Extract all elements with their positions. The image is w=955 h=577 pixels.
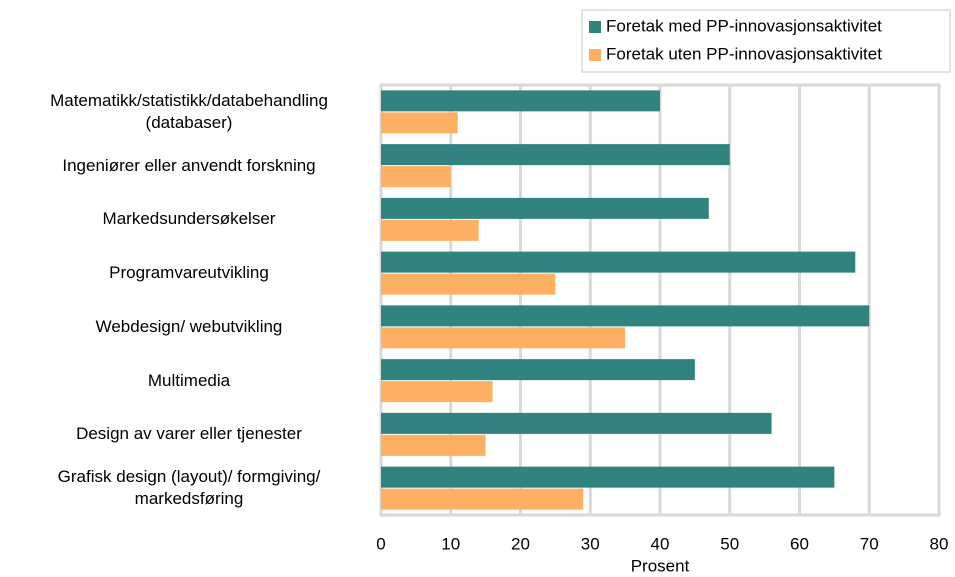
y-tick-label: Programvareutvikling bbox=[109, 263, 269, 283]
y-tick-label: Multimedia bbox=[147, 370, 231, 390]
bar bbox=[381, 327, 626, 349]
bar bbox=[381, 144, 730, 166]
bar bbox=[381, 166, 451, 188]
y-tick-label: Grafisk design (layout)/ formgiving/ mar… bbox=[57, 467, 321, 509]
legend-swatch bbox=[589, 49, 601, 61]
x-tick-label: 30 bbox=[581, 534, 600, 553]
x-tick-label: 10 bbox=[441, 534, 460, 553]
y-tick-label: Design av varer eller tjenester bbox=[76, 424, 302, 444]
legend-box bbox=[581, 9, 951, 73]
x-tick-label: 80 bbox=[930, 534, 949, 553]
bar bbox=[381, 197, 709, 219]
y-tick-label: Webdesign/ webutvikling bbox=[95, 316, 283, 336]
bar bbox=[381, 466, 835, 488]
bar bbox=[381, 488, 584, 510]
bar bbox=[381, 112, 458, 134]
x-tick-label: 50 bbox=[720, 534, 739, 553]
x-tick-label: 0 bbox=[376, 534, 385, 553]
bar bbox=[381, 90, 660, 112]
bar bbox=[381, 219, 479, 241]
x-tick-label: 40 bbox=[651, 534, 670, 553]
x-axis-title: Prosent bbox=[631, 556, 690, 575]
bar bbox=[381, 273, 556, 295]
y-tick-label: Markedsundersøkelser bbox=[102, 209, 276, 229]
bar bbox=[381, 434, 486, 456]
bar bbox=[381, 381, 493, 403]
bar bbox=[381, 359, 695, 381]
x-tick-label: 60 bbox=[790, 534, 809, 553]
bar bbox=[381, 412, 772, 434]
x-tick-label: 20 bbox=[511, 534, 530, 553]
legend-label: Foretak med PP-innovasjonsaktivitet bbox=[606, 16, 882, 35]
bar bbox=[381, 305, 870, 327]
bar bbox=[381, 251, 856, 273]
legend-swatch bbox=[589, 21, 601, 33]
y-tick-label: Ingeniører eller anvendt forskning bbox=[62, 155, 316, 175]
y-tick-label: Matematikk/statistikk/databehandling (da… bbox=[50, 90, 328, 132]
x-tick-label: 70 bbox=[860, 534, 879, 553]
legend-label: Foretak uten PP-innovasjonsaktivitet bbox=[606, 44, 882, 63]
